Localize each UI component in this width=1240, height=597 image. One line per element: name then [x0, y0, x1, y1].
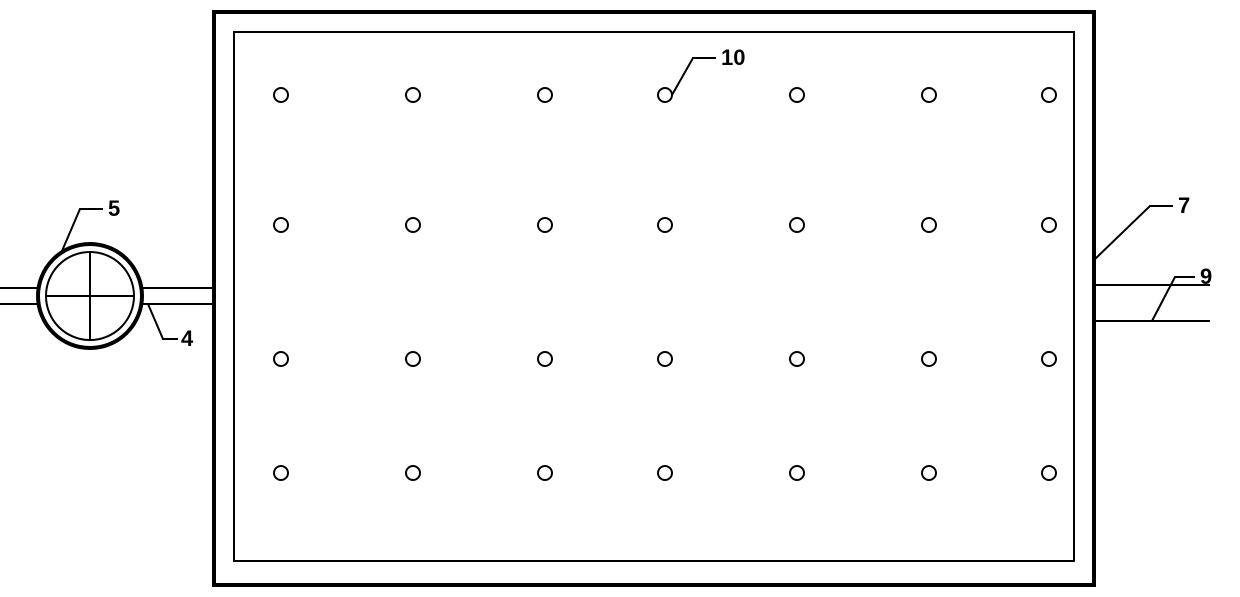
hole: [274, 352, 288, 366]
hole: [790, 218, 804, 232]
hole: [538, 352, 552, 366]
hole: [406, 352, 420, 366]
leader-4: [148, 304, 178, 339]
hole: [1042, 218, 1056, 232]
hole: [790, 88, 804, 102]
hole: [1042, 352, 1056, 366]
inner-frame: [234, 32, 1074, 561]
hole: [274, 466, 288, 480]
leader-10: [672, 58, 716, 95]
label-9: 9: [1200, 264, 1212, 289]
hole: [274, 88, 288, 102]
hole: [1042, 88, 1056, 102]
hole: [538, 218, 552, 232]
hole: [406, 466, 420, 480]
label-5: 5: [108, 196, 120, 221]
hole: [922, 466, 936, 480]
outer-frame: [214, 12, 1094, 585]
hole: [922, 352, 936, 366]
hole: [538, 88, 552, 102]
hole: [1042, 466, 1056, 480]
leader-9: [1152, 277, 1195, 321]
hole: [658, 352, 672, 366]
hole: [658, 88, 672, 102]
hole: [658, 466, 672, 480]
hole: [406, 218, 420, 232]
hole: [790, 466, 804, 480]
hole: [658, 218, 672, 232]
label-4: 4: [181, 326, 194, 351]
label-10: 10: [721, 45, 745, 70]
label-7: 7: [1178, 193, 1190, 218]
hole: [922, 88, 936, 102]
hole: [922, 218, 936, 232]
hole: [538, 466, 552, 480]
hole: [406, 88, 420, 102]
hole: [274, 218, 288, 232]
leader-7: [1094, 206, 1173, 260]
hole: [790, 352, 804, 366]
